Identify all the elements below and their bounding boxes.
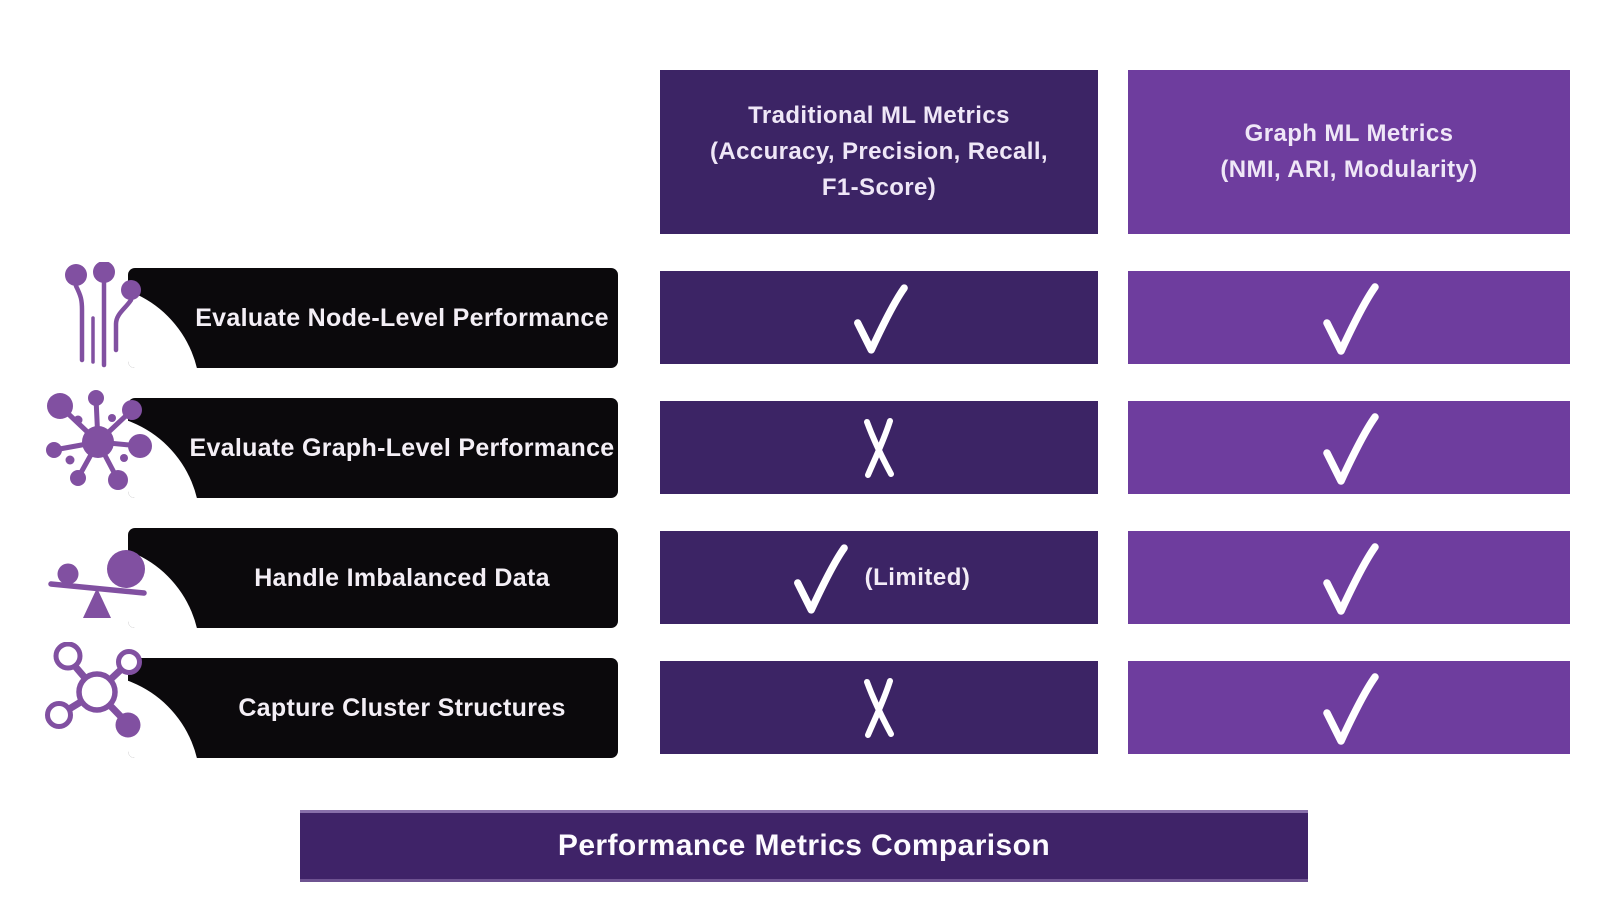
cell-graph-level-graph xyxy=(1128,401,1570,494)
graph-header-subtitle: (NMI, ARI, Modularity) xyxy=(1220,156,1478,183)
cell-cluster-traditional xyxy=(660,661,1098,754)
check-icon xyxy=(793,543,848,614)
row-cluster-structures: Capture Cluster Structures xyxy=(0,642,1600,758)
row-label-bar: Capture Cluster Structures xyxy=(128,658,618,758)
row-label: Capture Cluster Structures xyxy=(238,693,566,722)
row-label-bar: Handle Imbalanced Data xyxy=(128,528,618,628)
row-graph-level: Evaluate Graph-Level Performance xyxy=(0,390,1600,498)
traditional-header-subtitle: (Accuracy, Precision, Recall, F1-Score) xyxy=(710,138,1048,201)
page-title: Performance Metrics Comparison xyxy=(557,829,1051,862)
node-pins-icon xyxy=(52,262,152,374)
cell-node-level-traditional xyxy=(660,271,1098,364)
cell-graph-level-traditional xyxy=(660,401,1098,494)
check-icon xyxy=(1323,412,1379,485)
cell-imbalanced-traditional: (Limited) xyxy=(660,531,1098,624)
cell-node-level-graph xyxy=(1128,271,1570,364)
row-label: Handle Imbalanced Data xyxy=(254,563,550,592)
check-icon xyxy=(1323,672,1379,745)
x-icon xyxy=(864,417,894,478)
graph-metrics-header: Graph ML Metrics (NMI, ARI, Modularity) xyxy=(1128,70,1570,234)
cluster-network-icon xyxy=(42,642,157,757)
balance-seesaw-icon xyxy=(46,538,156,623)
traditional-header-title: Traditional ML Metrics xyxy=(748,102,1010,129)
graph-header-title: Graph ML Metrics xyxy=(1244,120,1454,147)
limited-note: (Limited) xyxy=(864,563,971,591)
cell-imbalanced-graph xyxy=(1128,531,1570,624)
cell-cluster-graph xyxy=(1128,661,1570,754)
check-icon xyxy=(1323,282,1379,355)
network-graph-icon xyxy=(44,388,156,500)
traditional-metrics-header: Traditional ML Metrics (Accuracy, Precis… xyxy=(660,70,1098,234)
row-label: Evaluate Node-Level Performance xyxy=(195,303,609,332)
row-label: Evaluate Graph-Level Performance xyxy=(189,433,615,462)
footer-title-bar: Performance Metrics Comparison xyxy=(300,810,1308,882)
row-label-bar: Evaluate Node-Level Performance xyxy=(128,268,618,368)
row-node-level: Evaluate Node-Level Performance xyxy=(0,262,1600,368)
check-icon xyxy=(1323,542,1379,615)
check-icon xyxy=(854,283,908,354)
row-label-bar: Evaluate Graph-Level Performance xyxy=(128,398,618,498)
row-imbalanced-data: Handle Imbalanced Data (Limited) xyxy=(0,528,1600,628)
x-icon xyxy=(864,677,894,738)
